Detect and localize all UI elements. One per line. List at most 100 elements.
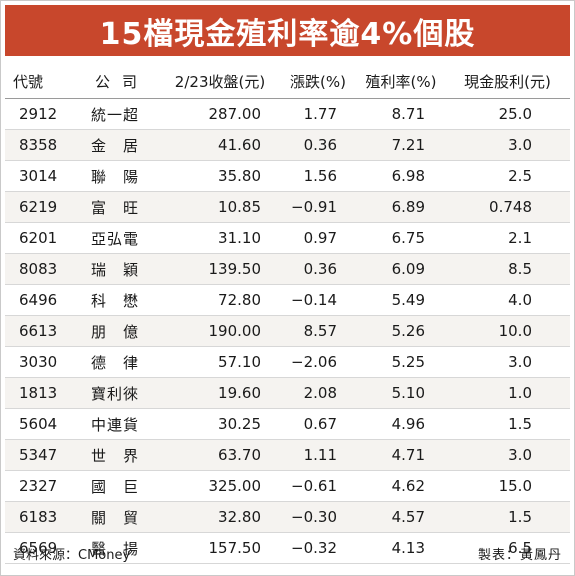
cell-company: 國 巨	[91, 477, 140, 496]
source-note: 資料來源：CMoney	[13, 547, 131, 563]
footer: 資料來源：CMoney 製表：黃鳳丹	[5, 541, 570, 565]
cell-close: 190.00	[208, 322, 262, 340]
cell-change: −0.30	[291, 508, 337, 526]
cell-dividend: 1.5	[508, 508, 532, 526]
cell-change: 1.11	[303, 446, 337, 464]
cell-close: 10.85	[218, 198, 261, 216]
cell-close: 41.60	[218, 136, 261, 154]
cell-dividend: 0.748	[489, 198, 532, 216]
cell-company: 寶利徠	[91, 384, 140, 403]
cell-dividend: 1.0	[508, 384, 532, 402]
header-dividend: 現金股利(元)	[464, 73, 551, 91]
cell-company: 聯 陽	[91, 167, 140, 186]
cell-close: 157.50	[208, 539, 262, 557]
cell-close: 30.25	[218, 415, 261, 433]
cell-close: 32.80	[218, 508, 261, 526]
cell-company: 瑞 穎	[91, 260, 140, 279]
cell-company: 世 界	[91, 446, 140, 465]
cell-yield: 4.13	[391, 539, 425, 557]
table-header-row: 代號 公司 2/23收盤(元) 漲跌(%) 殖利率(%) 現金股利(元)	[5, 65, 570, 99]
table-row: 6613 朋 億 190.00 8.57 5.26 10.0	[5, 316, 570, 347]
cell-yield: 4.62	[391, 477, 425, 495]
cell-yield: 4.96	[391, 415, 425, 433]
cell-change: 0.97	[303, 229, 337, 247]
cell-change: 0.67	[303, 415, 337, 433]
header-close: 2/23收盤(元)	[174, 73, 266, 91]
cell-code: 3014	[19, 167, 58, 185]
cell-company: 中連貨	[91, 415, 140, 434]
cell-dividend: 2.1	[508, 229, 532, 247]
cell-code: 6183	[19, 508, 58, 526]
cell-yield: 5.25	[391, 353, 425, 371]
cell-change: −0.61	[291, 477, 337, 495]
cell-company: 關 貿	[91, 508, 140, 527]
table-row: 2912 統一超 287.00 1.77 8.71 25.0	[5, 99, 570, 130]
cell-dividend: 10.0	[498, 322, 532, 340]
cell-change: −0.91	[291, 198, 337, 216]
maker-note: 製表：黃鳳丹	[477, 547, 562, 563]
cell-company: 金 居	[91, 136, 140, 155]
cell-dividend: 4.0	[508, 291, 532, 309]
table-row: 3030 德 律 57.10 −2.06 5.25 3.0	[5, 347, 570, 378]
cell-yield: 5.49	[391, 291, 425, 309]
cell-company: 科 懋	[91, 291, 140, 310]
cell-code: 6219	[19, 198, 58, 216]
table-row: 3014 聯 陽 35.80 1.56 6.98 2.5	[5, 161, 570, 192]
cell-change: 0.36	[303, 136, 337, 154]
cell-yield: 6.75	[391, 229, 425, 247]
header-yield: 殖利率(%)	[365, 73, 437, 91]
cell-close: 19.60	[218, 384, 261, 402]
cell-close: 31.10	[218, 229, 261, 247]
cell-code: 6201	[19, 229, 58, 247]
table-row: 1813 寶利徠 19.60 2.08 5.10 1.0	[5, 378, 570, 409]
cell-change: −0.32	[291, 539, 337, 557]
cell-code: 1813	[19, 384, 58, 402]
header-name: 公司	[95, 73, 150, 91]
cell-dividend: 3.0	[508, 446, 532, 464]
cell-code: 6613	[19, 322, 58, 340]
cell-company: 富 旺	[91, 198, 140, 217]
cell-yield: 8.71	[391, 105, 425, 123]
cell-yield: 4.57	[391, 508, 425, 526]
dividend-table: 代號 公司 2/23收盤(元) 漲跌(%) 殖利率(%) 現金股利(元) 291…	[5, 65, 570, 564]
table-row: 5604 中連貨 30.25 0.67 4.96 1.5	[5, 409, 570, 440]
cell-close: 325.00	[208, 477, 262, 495]
table-row: 6201 亞弘電 31.10 0.97 6.75 2.1	[5, 223, 570, 254]
cell-code: 6569	[19, 539, 58, 557]
cell-dividend: 25.0	[498, 105, 532, 123]
cell-code: 8358	[19, 136, 58, 154]
cell-company: 統一超	[91, 105, 140, 124]
cell-dividend: 2.5	[508, 167, 532, 185]
table-row: 6219 富 旺 10.85 −0.91 6.89 0.748	[5, 192, 570, 223]
table-row: 5347 世 界 63.70 1.11 4.71 3.0	[5, 440, 570, 471]
cell-change: 1.56	[303, 167, 337, 185]
cell-yield: 6.89	[391, 198, 425, 216]
cell-dividend: 8.5	[508, 260, 532, 278]
cell-yield: 7.21	[391, 136, 425, 154]
header-change: 漲跌(%)	[290, 73, 346, 91]
cell-yield: 6.98	[391, 167, 425, 185]
cell-change: 0.36	[303, 260, 337, 278]
cell-code: 8083	[19, 260, 58, 278]
table-row: 6496 科 懋 72.80 −0.14 5.49 4.0	[5, 285, 570, 316]
cell-close: 287.00	[208, 105, 262, 123]
cell-code: 6496	[19, 291, 58, 309]
cell-close: 35.80	[218, 167, 261, 185]
cell-yield: 6.09	[391, 260, 425, 278]
cell-yield: 4.71	[391, 446, 425, 464]
cell-dividend: 15.0	[498, 477, 532, 495]
cell-close: 63.70	[218, 446, 261, 464]
table-row: 6183 關 貿 32.80 −0.30 4.57 1.5	[5, 502, 570, 533]
cell-change: 8.57	[303, 322, 337, 340]
cell-close: 139.50	[208, 260, 262, 278]
cell-dividend: 1.5	[508, 415, 532, 433]
cell-code: 2327	[19, 477, 58, 495]
table-row: 8358 金 居 41.60 0.36 7.21 3.0	[5, 130, 570, 161]
cell-dividend: 3.0	[508, 136, 532, 154]
cell-change: −2.06	[291, 353, 337, 371]
cell-dividend: 6.5	[508, 539, 532, 557]
page-title: 15檔現金殖利率逾4%個股	[5, 5, 570, 56]
cell-change: −0.14	[291, 291, 337, 309]
cell-code: 5604	[19, 415, 58, 433]
